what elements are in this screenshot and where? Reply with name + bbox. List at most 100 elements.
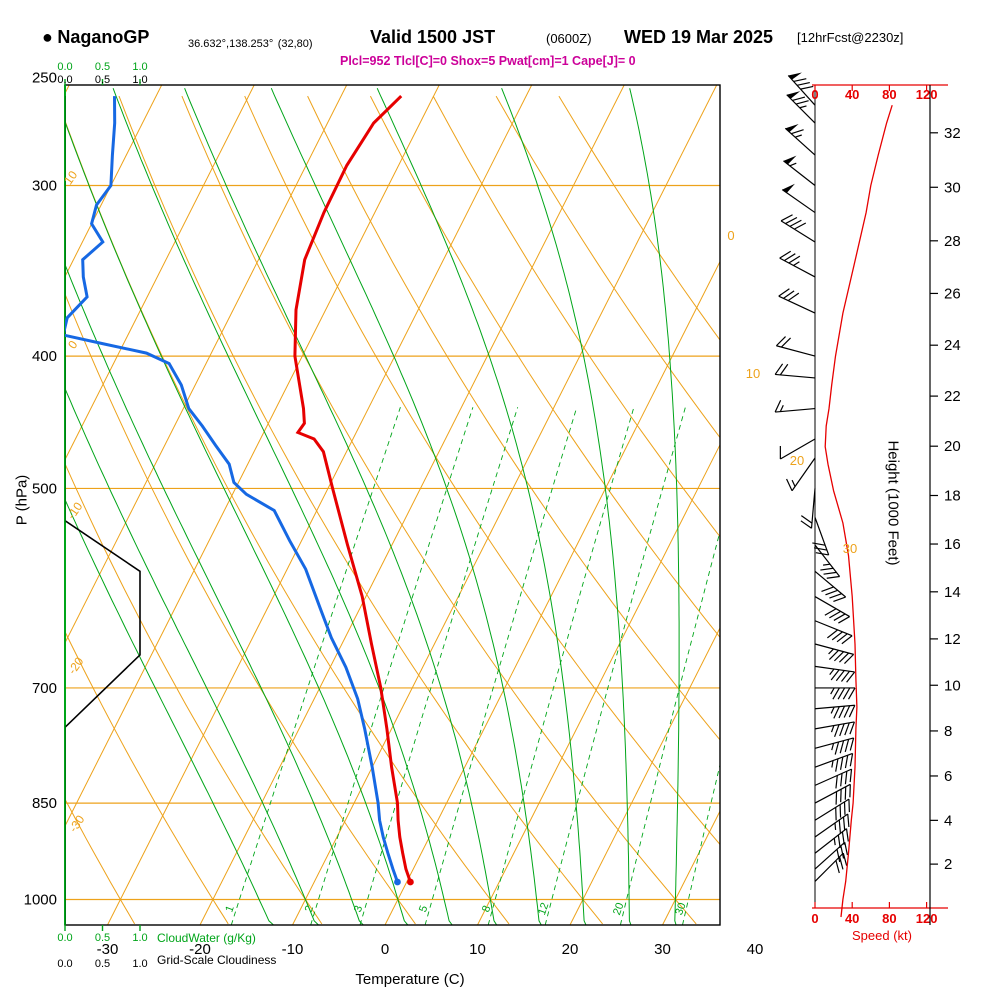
svg-text:1.0: 1.0 bbox=[132, 932, 147, 944]
svg-text:20: 20 bbox=[944, 438, 961, 455]
svg-text:400: 400 bbox=[32, 348, 57, 365]
svg-text:5: 5 bbox=[417, 904, 430, 914]
forecast-tag: [12hrFcst@2230z] bbox=[797, 30, 904, 45]
svg-text:20: 20 bbox=[562, 941, 579, 958]
speed-curve bbox=[824, 105, 893, 918]
svg-text:30: 30 bbox=[673, 901, 688, 917]
height-axis-label: Height (1000 Feet) bbox=[884, 440, 902, 566]
svg-text:0.0: 0.0 bbox=[57, 932, 72, 944]
svg-text:1.0: 1.0 bbox=[132, 61, 147, 73]
svg-text:300: 300 bbox=[32, 178, 57, 195]
svg-text:0.5: 0.5 bbox=[95, 932, 110, 944]
surface-dots bbox=[394, 878, 414, 886]
svg-text:850: 850 bbox=[32, 795, 57, 812]
wind-barbs bbox=[774, 72, 856, 908]
svg-text:0: 0 bbox=[381, 941, 389, 958]
station-bullet-icon: ● bbox=[42, 27, 53, 47]
svg-text:32: 32 bbox=[944, 125, 961, 142]
svg-text:26: 26 bbox=[944, 285, 961, 302]
svg-text:0.0: 0.0 bbox=[57, 74, 72, 86]
svg-text:-10: -10 bbox=[282, 941, 304, 958]
svg-text:3: 3 bbox=[352, 904, 365, 914]
svg-text:20: 20 bbox=[790, 453, 804, 468]
svg-text:0.5: 0.5 bbox=[95, 74, 110, 86]
mixing-ratio-labels: 1 2 3 5 8 12 20 30 bbox=[223, 901, 688, 917]
svg-text:2: 2 bbox=[303, 904, 316, 914]
svg-text:80: 80 bbox=[882, 911, 896, 926]
station-gridpoint: (32,80) bbox=[277, 38, 313, 50]
svg-text:6: 6 bbox=[944, 768, 952, 785]
station-latlon: 36.632°,138.253° bbox=[188, 38, 274, 50]
orange-grid bbox=[65, 85, 720, 925]
svg-text:10: 10 bbox=[469, 941, 486, 958]
svg-text:120: 120 bbox=[916, 911, 938, 926]
cloudwater-axis-label: CloudWater (g/Kg) bbox=[157, 931, 256, 945]
temperature-axis-label: Temperature (C) bbox=[355, 971, 465, 988]
svg-text:18: 18 bbox=[944, 487, 961, 504]
svg-text:120: 120 bbox=[916, 87, 938, 102]
svg-text:0: 0 bbox=[811, 911, 818, 926]
valid-utc: (0600Z) bbox=[546, 31, 592, 46]
cloudiness-axis-label: Grid-Scale Cloudiness bbox=[157, 953, 277, 967]
valid-label: Valid 1500 JST bbox=[370, 27, 496, 47]
dewpoint-curve bbox=[65, 96, 399, 883]
svg-text:1: 1 bbox=[223, 904, 236, 914]
svg-text:2: 2 bbox=[944, 856, 952, 873]
svg-text:40: 40 bbox=[845, 911, 859, 926]
svg-text:-20: -20 bbox=[65, 654, 87, 677]
svg-text:30: 30 bbox=[843, 541, 857, 556]
svg-text:80: 80 bbox=[882, 87, 896, 102]
station-name: NaganoGP bbox=[57, 27, 150, 47]
svg-text:8: 8 bbox=[944, 723, 952, 740]
svg-text:30: 30 bbox=[654, 941, 671, 958]
svg-text:10: 10 bbox=[746, 366, 760, 381]
green-grid bbox=[65, 87, 720, 925]
sounding-parameters: Plcl=952 Tlcl[C]=0 Shox=5 Pwat[cm]=1 Cap… bbox=[340, 54, 636, 68]
svg-text:28: 28 bbox=[944, 233, 961, 250]
svg-text:12: 12 bbox=[944, 631, 961, 648]
svg-text:20: 20 bbox=[611, 901, 626, 917]
svg-text:-20: -20 bbox=[189, 941, 211, 958]
svg-text:40: 40 bbox=[747, 941, 764, 958]
svg-text:10: 10 bbox=[944, 677, 961, 694]
svg-text:14: 14 bbox=[944, 584, 961, 601]
svg-text:1000: 1000 bbox=[24, 891, 57, 908]
temperature-labels: -30 -20 -10 0 10 20 30 40 bbox=[97, 941, 764, 958]
svg-text:24: 24 bbox=[944, 337, 961, 354]
cloud-scale-labels: 0.00.00.00.00.50.50.50.51.01.01.01.0 bbox=[57, 61, 147, 970]
isotherm-labels: 0 10 20 30 bbox=[727, 228, 857, 556]
pressure-axis-label: P (hPa) bbox=[13, 474, 31, 526]
svg-text:1.0: 1.0 bbox=[132, 74, 147, 86]
svg-text:0.5: 0.5 bbox=[95, 958, 110, 970]
svg-text:250: 250 bbox=[32, 69, 57, 86]
speed-axis-label: Speed (kt) bbox=[852, 928, 912, 943]
svg-text:0.0: 0.0 bbox=[57, 958, 72, 970]
svg-text:22: 22 bbox=[944, 388, 961, 405]
svg-text:0.0: 0.0 bbox=[57, 61, 72, 73]
svg-text:40: 40 bbox=[845, 87, 859, 102]
station-title: ● NaganoGP bbox=[42, 27, 149, 48]
svg-text:500: 500 bbox=[32, 480, 57, 497]
temperature-curve bbox=[293, 95, 412, 883]
svg-text:0: 0 bbox=[727, 228, 734, 243]
svg-text:30: 30 bbox=[944, 179, 961, 196]
station-coords: 36.632°,138.253° (32,80) bbox=[188, 34, 313, 52]
svg-text:0: 0 bbox=[811, 87, 818, 102]
svg-text:16: 16 bbox=[944, 536, 961, 553]
sounding-curves bbox=[65, 95, 412, 883]
svg-text:1.0: 1.0 bbox=[132, 958, 147, 970]
valid-date: WED 19 Mar 2025 bbox=[624, 27, 774, 47]
speed-axis: 0 0 40 40 80 80 120 120 bbox=[811, 84, 948, 926]
svg-text:0.5: 0.5 bbox=[95, 61, 110, 73]
cloudiness-curve bbox=[65, 96, 141, 925]
svg-text:-30: -30 bbox=[97, 941, 119, 958]
svg-text:12: 12 bbox=[536, 901, 551, 917]
svg-text:700: 700 bbox=[32, 680, 57, 697]
pressure-labels: 250 300 400 500 700 850 1000 bbox=[24, 69, 57, 908]
svg-text:8: 8 bbox=[480, 904, 493, 914]
svg-text:4: 4 bbox=[944, 812, 952, 829]
svg-text:-30: -30 bbox=[66, 812, 88, 835]
